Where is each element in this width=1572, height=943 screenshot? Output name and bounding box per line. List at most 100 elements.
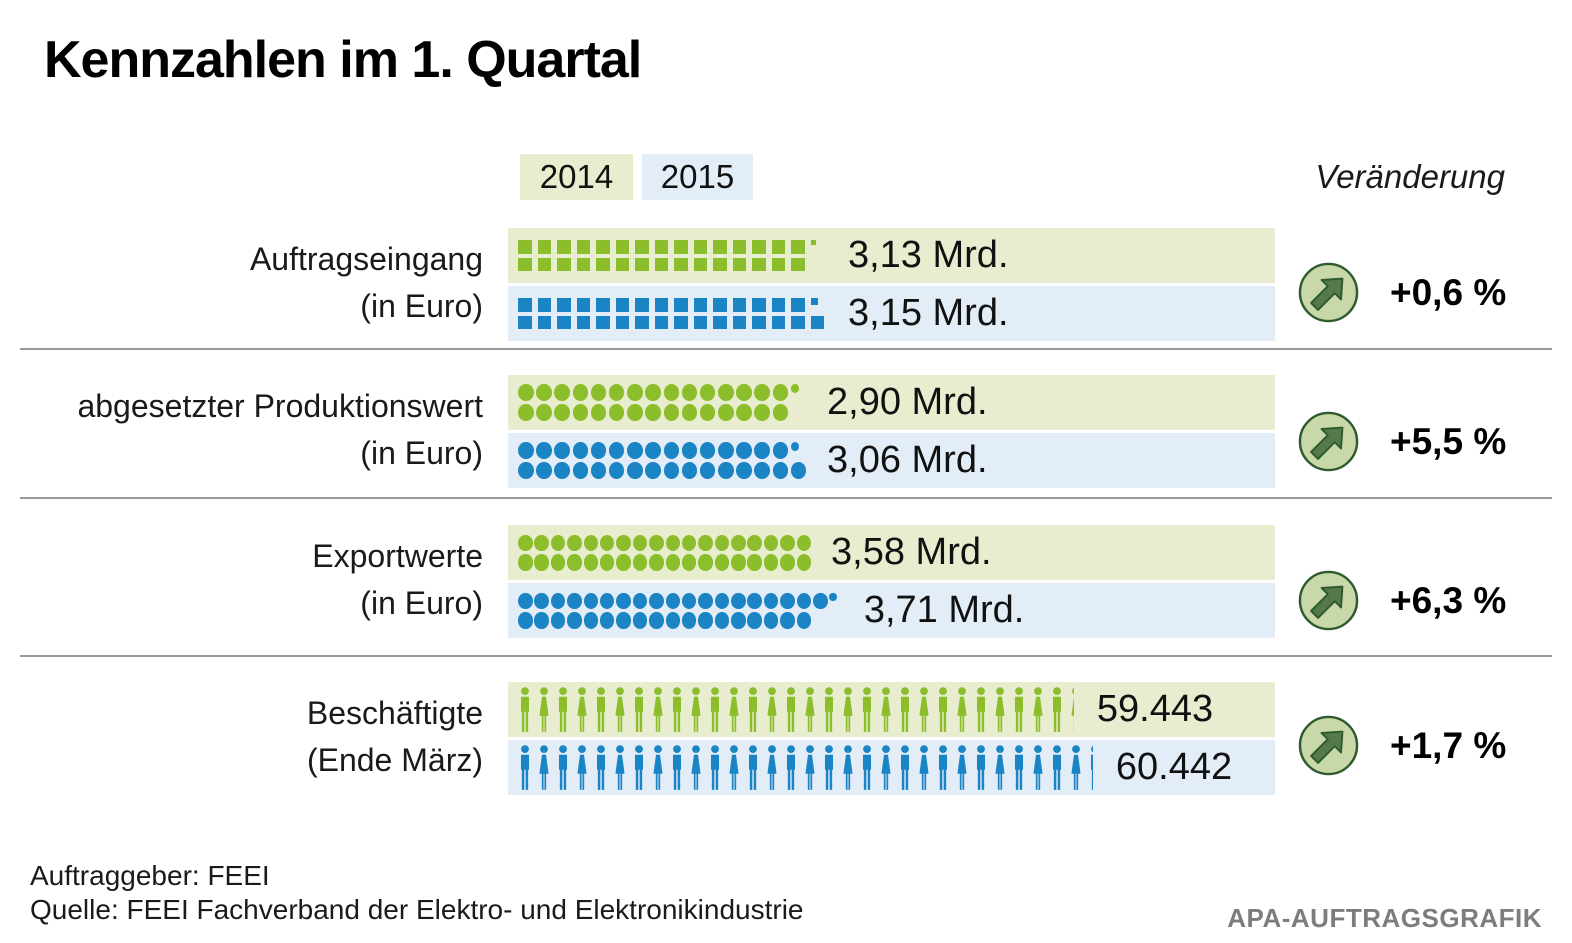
person-unit (841, 686, 855, 733)
person-unit (1069, 687, 1074, 733)
dot-unit (718, 384, 734, 401)
dot-unit (567, 612, 582, 629)
band-2014-auftragseingang: 3,13 Mrd. (508, 228, 1275, 283)
pictogram-2015-exportwerte (518, 592, 846, 629)
person-unit (955, 744, 969, 791)
value-2014-auftragseingang: 3,13 Mrd. (847, 234, 1009, 276)
woman-icon (919, 744, 929, 790)
square-unit (557, 315, 571, 329)
woman-icon (767, 744, 777, 790)
person-unit (898, 686, 912, 733)
dot-unit (699, 462, 716, 479)
person-unit (879, 686, 893, 733)
square-unit (596, 240, 610, 254)
dot-unit (599, 592, 615, 609)
man-icon (596, 744, 606, 790)
dot-unit (518, 442, 534, 459)
square-unit (693, 257, 707, 271)
dot-unit (663, 462, 679, 479)
up-right-arrow-icon (1297, 569, 1360, 632)
woman-icon (919, 686, 929, 732)
person-unit (955, 686, 969, 733)
dot-unit (681, 384, 698, 401)
dot-unit (796, 612, 812, 629)
dot-unit (714, 534, 730, 551)
band-2015-auftragseingang: 3,15 Mrd. (508, 286, 1275, 341)
woman-icon (539, 744, 549, 790)
man-icon (824, 744, 834, 790)
person-unit (993, 744, 1007, 791)
dot-unit (645, 384, 661, 401)
square-unit (596, 298, 610, 312)
woman-icon (1033, 744, 1043, 790)
dot-unit (627, 404, 643, 421)
square-unit (654, 240, 668, 254)
dot-unit (681, 554, 697, 571)
dot-unit (663, 442, 679, 459)
person-unit (651, 686, 665, 733)
divider (20, 348, 1552, 350)
woman-icon (881, 686, 891, 732)
dot-unit (616, 592, 631, 609)
person-unit (632, 744, 646, 791)
man-icon (1014, 744, 1024, 790)
woman-icon (1071, 744, 1081, 790)
pictogram-row (518, 592, 846, 609)
pictogram-2015-produktionswert (518, 442, 809, 479)
square-unit (791, 315, 805, 329)
square-unit (615, 315, 629, 329)
square-unit (596, 315, 610, 329)
man-icon (900, 686, 910, 732)
dot-unit (698, 592, 713, 609)
person-unit (746, 686, 760, 733)
square-unit (615, 257, 629, 271)
dot-unit (698, 554, 713, 571)
man-icon (786, 744, 796, 790)
man-icon (748, 686, 758, 732)
woman-icon (653, 744, 663, 790)
dot-unit (663, 384, 679, 401)
dot-unit (649, 534, 664, 551)
dot-unit (790, 384, 799, 393)
man-icon (520, 744, 530, 790)
dot-unit (813, 592, 828, 609)
dot-unit (583, 612, 599, 629)
dot-unit (632, 554, 648, 571)
square-unit (771, 240, 785, 254)
dot-unit (780, 612, 795, 629)
dot-unit (754, 442, 770, 459)
person-unit (879, 744, 893, 791)
dot-unit (518, 384, 534, 401)
woman-icon (577, 686, 587, 732)
square-unit (557, 298, 571, 312)
dot-unit (627, 384, 643, 401)
person-unit (822, 686, 836, 733)
woman-icon (843, 686, 853, 732)
dot-unit (731, 534, 746, 551)
dot-unit (550, 534, 566, 551)
dot-unit (790, 462, 807, 479)
person-unit (822, 744, 836, 791)
pictogram-row (518, 384, 809, 401)
man-icon (900, 744, 910, 790)
dot-unit (572, 462, 589, 479)
row-label-beschaeftigte: Beschäftigte (Ende März) (306, 695, 483, 778)
square-unit (771, 257, 785, 271)
man-icon (710, 686, 720, 732)
dot-unit (590, 442, 607, 459)
dot-unit (790, 442, 800, 452)
person-unit (537, 686, 551, 733)
square-unit (537, 257, 551, 271)
person-unit (670, 686, 684, 733)
square-unit (791, 298, 805, 312)
square-unit (713, 315, 727, 329)
dot-unit (583, 554, 599, 571)
man-icon (1052, 686, 1062, 732)
dot-unit (754, 404, 770, 421)
man-icon (634, 744, 644, 790)
man-icon (1052, 744, 1062, 790)
page-title: Kennzahlen im 1. Quartal (44, 31, 642, 89)
dot-unit (665, 534, 681, 551)
change-value-exportwerte: +6,3 % (1390, 580, 1507, 621)
man-icon (596, 686, 606, 732)
